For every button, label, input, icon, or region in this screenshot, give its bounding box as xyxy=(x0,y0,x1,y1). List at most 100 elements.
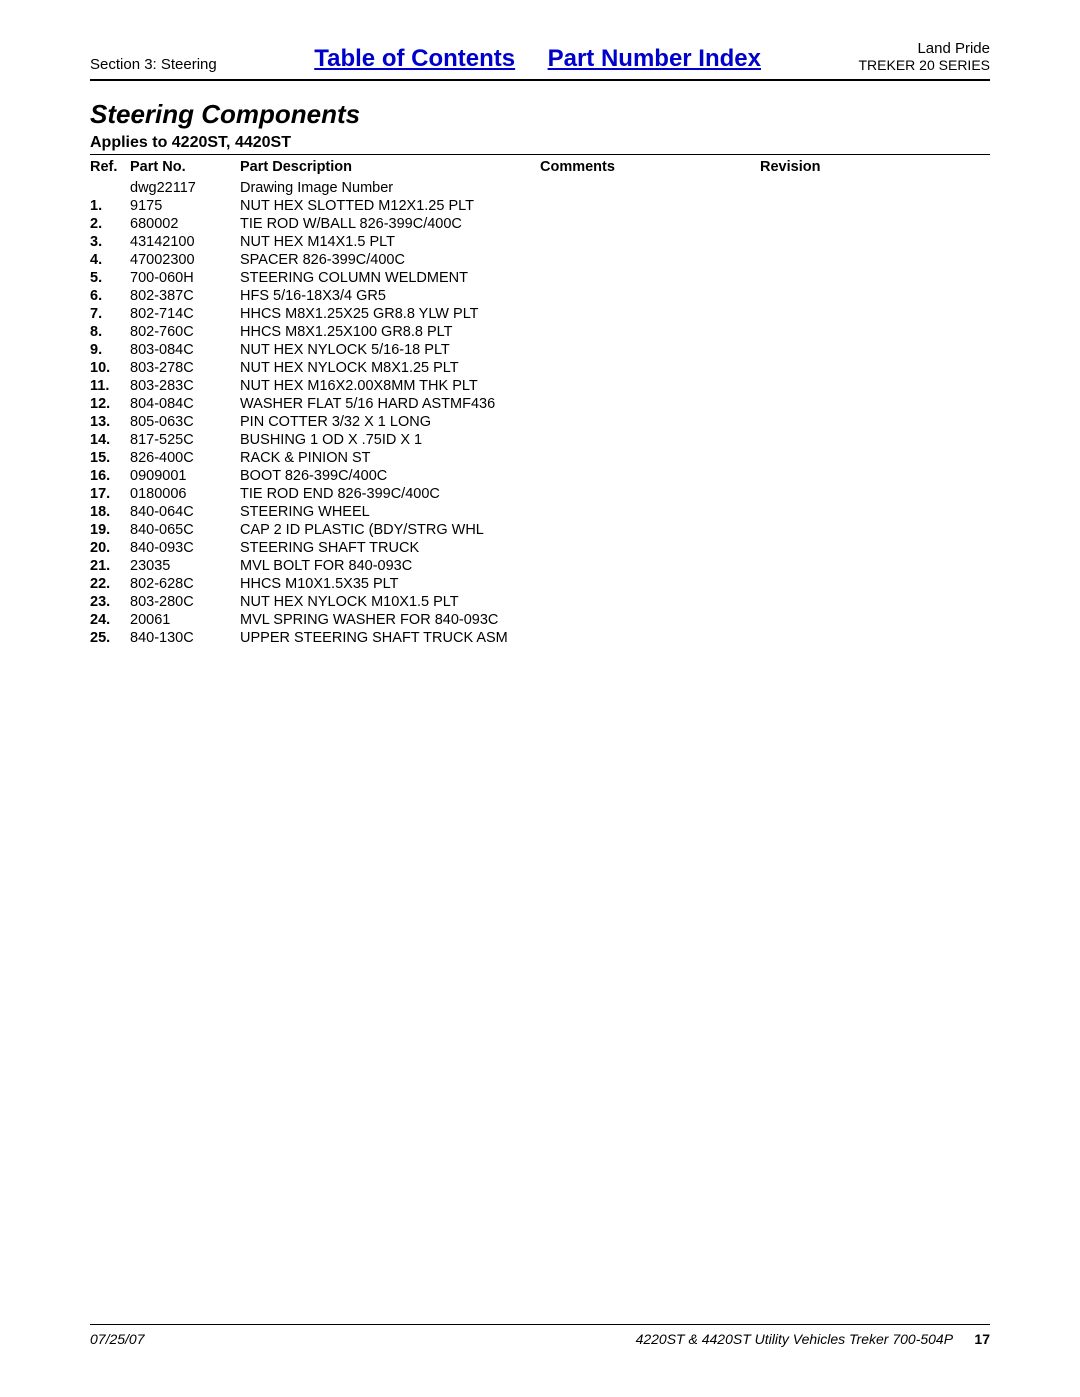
cell-comments xyxy=(540,269,760,287)
cell-partno: 680002 xyxy=(130,215,240,233)
footer-page-number: 17 xyxy=(974,1331,990,1347)
cell-comments xyxy=(540,575,760,593)
footer-doc-title: 4220ST & 4420ST Utility Vehicles Treker … xyxy=(636,1331,953,1347)
cell-description: NUT HEX NYLOCK M8X1.25 PLT xyxy=(240,359,540,377)
cell-partno: 803-280C xyxy=(130,593,240,611)
cell-revision xyxy=(760,575,990,593)
cell-partno: 805-063C xyxy=(130,413,240,431)
cell-ref: 10. xyxy=(90,359,130,377)
cell-ref: 6. xyxy=(90,287,130,305)
cell-ref: 19. xyxy=(90,521,130,539)
cell-comments xyxy=(540,503,760,521)
cell-description: UPPER STEERING SHAFT TRUCK ASM xyxy=(240,629,540,647)
cell-ref: 14. xyxy=(90,431,130,449)
table-row: 1.9175NUT HEX SLOTTED M12X1.25 PLT xyxy=(90,197,990,215)
toc-link[interactable]: Table of Contents xyxy=(314,45,515,72)
cell-comments xyxy=(540,593,760,611)
cell-description: HHCS M8X1.25X100 GR8.8 PLT xyxy=(240,323,540,341)
cell-partno: 43142100 xyxy=(130,233,240,251)
cell-description: STEERING SHAFT TRUCK xyxy=(240,539,540,557)
cell-comments xyxy=(540,413,760,431)
page: Section 3: Steering Table of Contents Pa… xyxy=(0,0,1080,1397)
cell-comments xyxy=(540,197,760,215)
parts-table-head: Ref. Part No. Part Description Comments … xyxy=(90,157,990,179)
part-number-index-link[interactable]: Part Number Index xyxy=(548,45,761,72)
table-row: 6.802-387CHFS 5/16-18X3/4 GR5 xyxy=(90,287,990,305)
cell-partno: 20061 xyxy=(130,611,240,629)
cell-description: BOOT 826-399C/400C xyxy=(240,467,540,485)
cell-revision xyxy=(760,215,990,233)
cell-description: HFS 5/16-18X3/4 GR5 xyxy=(240,287,540,305)
cell-ref: 23. xyxy=(90,593,130,611)
cell-revision xyxy=(760,269,990,287)
cell-partno: 802-714C xyxy=(130,305,240,323)
section-label: Section 3: Steering xyxy=(90,56,217,73)
cell-partno: 47002300 xyxy=(130,251,240,269)
table-row: 19.840-065CCAP 2 ID PLASTIC (BDY/STRG WH… xyxy=(90,521,990,539)
cell-comments xyxy=(540,611,760,629)
table-row: 17.0180006TIE ROD END 826-399C/400C xyxy=(90,485,990,503)
cell-partno: 803-283C xyxy=(130,377,240,395)
cell-revision xyxy=(760,377,990,395)
cell-comments xyxy=(540,467,760,485)
cell-partno: 9175 xyxy=(130,197,240,215)
cell-revision xyxy=(760,323,990,341)
cell-partno: 840-065C xyxy=(130,521,240,539)
cell-ref xyxy=(90,179,130,197)
cell-comments xyxy=(540,251,760,269)
cell-description: STEERING WHEEL xyxy=(240,503,540,521)
table-row: 4.47002300SPACER 826-399C/400C xyxy=(90,251,990,269)
cell-partno: 803-278C xyxy=(130,359,240,377)
cell-ref: 15. xyxy=(90,449,130,467)
cell-partno: 802-760C xyxy=(130,323,240,341)
cell-description: RACK & PINION ST xyxy=(240,449,540,467)
table-row: 13.805-063CPIN COTTER 3/32 X 1 LONG xyxy=(90,413,990,431)
cell-revision xyxy=(760,449,990,467)
table-row: 12.804-084CWASHER FLAT 5/16 HARD ASTMF43… xyxy=(90,395,990,413)
col-header-revision: Revision xyxy=(760,157,990,179)
table-row: 23.803-280CNUT HEX NYLOCK M10X1.5 PLT xyxy=(90,593,990,611)
cell-revision xyxy=(760,251,990,269)
cell-description: SPACER 826-399C/400C xyxy=(240,251,540,269)
cell-ref: 12. xyxy=(90,395,130,413)
cell-ref: 9. xyxy=(90,341,130,359)
cell-description: BUSHING 1 OD X .75ID X 1 xyxy=(240,431,540,449)
cell-revision xyxy=(760,629,990,647)
table-row: 2.680002TIE ROD W/BALL 826-399C/400C xyxy=(90,215,990,233)
cell-comments xyxy=(540,395,760,413)
cell-revision xyxy=(760,593,990,611)
cell-description: STEERING COLUMN WELDMENT xyxy=(240,269,540,287)
cell-revision xyxy=(760,305,990,323)
cell-partno: dwg22117 xyxy=(130,179,240,197)
table-row: 15.826-400CRACK & PINION ST xyxy=(90,449,990,467)
table-row: 11.803-283CNUT HEX M16X2.00X8MM THK PLT xyxy=(90,377,990,395)
cell-revision xyxy=(760,611,990,629)
cell-comments xyxy=(540,431,760,449)
cell-comments xyxy=(540,449,760,467)
cell-ref: 13. xyxy=(90,413,130,431)
cell-description: PIN COTTER 3/32 X 1 LONG xyxy=(240,413,540,431)
cell-partno: 817-525C xyxy=(130,431,240,449)
cell-ref: 16. xyxy=(90,467,130,485)
table-row: 9.803-084CNUT HEX NYLOCK 5/16-18 PLT xyxy=(90,341,990,359)
table-row: 21.23035MVL BOLT FOR 840-093C xyxy=(90,557,990,575)
table-row: 10.803-278CNUT HEX NYLOCK M8X1.25 PLT xyxy=(90,359,990,377)
cell-partno: 802-387C xyxy=(130,287,240,305)
footer-date: 07/25/07 xyxy=(90,1331,145,1347)
cell-ref: 18. xyxy=(90,503,130,521)
cell-partno: 802-628C xyxy=(130,575,240,593)
cell-ref: 8. xyxy=(90,323,130,341)
cell-description: TIE ROD END 826-399C/400C xyxy=(240,485,540,503)
col-header-partno: Part No. xyxy=(130,157,240,179)
cell-description: CAP 2 ID PLASTIC (BDY/STRG WHL xyxy=(240,521,540,539)
cell-ref: 20. xyxy=(90,539,130,557)
table-row: 22.802-628CHHCS M10X1.5X35 PLT xyxy=(90,575,990,593)
cell-comments xyxy=(540,521,760,539)
cell-partno: 23035 xyxy=(130,557,240,575)
cell-partno: 840-064C xyxy=(130,503,240,521)
cell-ref: 1. xyxy=(90,197,130,215)
parts-table: Ref. Part No. Part Description Comments … xyxy=(90,157,990,647)
cell-revision xyxy=(760,341,990,359)
cell-description: Drawing Image Number xyxy=(240,179,540,197)
cell-partno: 0180006 xyxy=(130,485,240,503)
